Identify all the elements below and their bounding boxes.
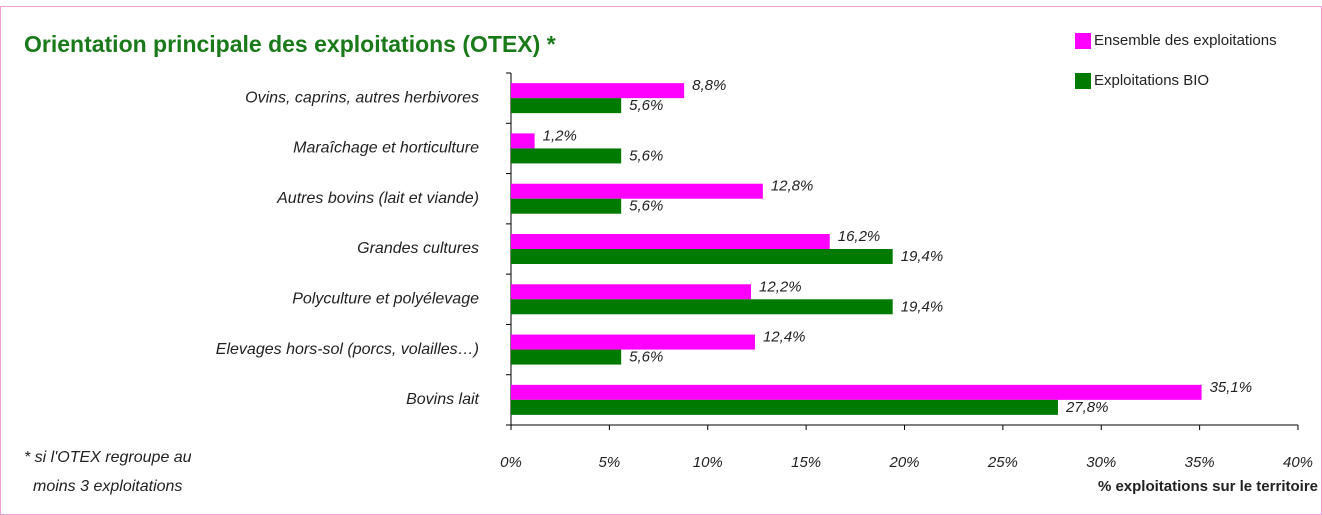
y-tick-label: Maraîchage et horticulture xyxy=(293,140,479,157)
value-label: 35,1% xyxy=(1210,379,1253,396)
value-label: 27,8% xyxy=(1065,399,1109,416)
value-label: 19,4% xyxy=(901,248,944,265)
x-tick-label: 15% xyxy=(791,454,821,471)
bar xyxy=(511,198,622,214)
bar xyxy=(511,83,685,99)
x-tick-label: 10% xyxy=(693,454,723,471)
x-tick-label: 20% xyxy=(888,454,919,471)
bar xyxy=(511,148,622,164)
value-label: 5,6% xyxy=(629,97,663,114)
value-label: 12,2% xyxy=(759,278,802,295)
value-label: 5,6% xyxy=(629,147,663,164)
note: * si l'OTEX regroupe au xyxy=(24,449,192,466)
bar xyxy=(511,234,830,249)
x-tick-label: 0% xyxy=(500,454,522,471)
value-label: 19,4% xyxy=(901,298,944,315)
x-axis-label: % exploitations sur le territoire xyxy=(1098,478,1318,495)
legend-swatch xyxy=(1075,33,1091,49)
bar xyxy=(511,183,763,199)
value-label: 12,8% xyxy=(771,178,814,195)
legend-label: Ensemble des exploitations xyxy=(1094,32,1277,49)
x-tick-label: 5% xyxy=(599,454,621,471)
value-label: 8,8% xyxy=(692,77,726,94)
x-tick-label: 30% xyxy=(1086,454,1116,471)
legend-swatch xyxy=(1075,73,1091,89)
value-label: 16,2% xyxy=(838,228,881,245)
y-tick-label: Ovins, caprins, autres herbivores xyxy=(245,89,479,106)
value-label: 5,6% xyxy=(629,349,663,366)
value-label: 12,4% xyxy=(763,329,806,346)
x-tick-label: 35% xyxy=(1185,454,1215,471)
bar xyxy=(511,384,1202,400)
bar xyxy=(511,133,535,149)
y-tick-label: Autres bovins (lait et viande) xyxy=(276,190,479,207)
value-label: 1,2% xyxy=(543,127,577,144)
chart-title: Orientation principale des exploitations… xyxy=(24,31,556,57)
y-tick-label: Elevages hors-sol (porcs, volailles…) xyxy=(216,341,479,358)
bar xyxy=(511,399,1058,415)
bar xyxy=(511,299,893,315)
bar xyxy=(511,334,755,350)
x-tick-label: 40% xyxy=(1283,454,1313,471)
value-label: 5,6% xyxy=(629,198,663,215)
y-tick-label: Grandes cultures xyxy=(357,240,479,257)
x-tick-label: 25% xyxy=(987,454,1018,471)
bar xyxy=(511,98,622,114)
bar xyxy=(511,249,893,264)
bar xyxy=(511,349,622,365)
y-tick-label: Bovins lait xyxy=(406,391,479,408)
legend-label: Exploitations BIO xyxy=(1094,72,1209,89)
y-tick-label: Polyculture et polyélevage xyxy=(292,291,479,308)
note: moins 3 exploitations xyxy=(33,478,182,495)
bar xyxy=(511,284,752,300)
